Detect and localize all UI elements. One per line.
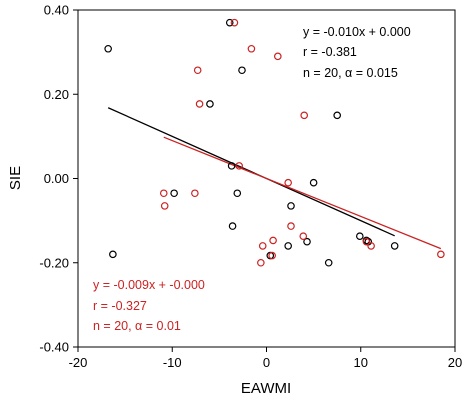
- black-data-point: [333, 111, 341, 120]
- red-data-point: [159, 189, 168, 198]
- black-data-point: [225, 18, 234, 27]
- x-tick-label: 0: [263, 355, 270, 370]
- black-data-point: [324, 258, 333, 267]
- black-data-point: [303, 237, 311, 246]
- data-points: [104, 18, 445, 267]
- red-data-point: [247, 44, 256, 53]
- red-data-point: [287, 222, 295, 230]
- black-data-point: [227, 162, 236, 170]
- regression-lines: [107, 107, 442, 250]
- black-fit-n-alpha: n = 20, α = 0.015: [303, 66, 398, 80]
- black-data-point: [228, 222, 237, 230]
- black-data-point: [109, 250, 117, 259]
- red-data-point: [367, 242, 375, 250]
- black-data-point: [287, 202, 295, 210]
- black-fit-r: r = -0.381: [303, 45, 357, 59]
- black-fit-annotation: y = -0.010x + 0.000 r = -0.381 n = 20, α…: [303, 25, 411, 80]
- x-tick-label: -10: [163, 355, 182, 370]
- red-fit-n-alpha: n = 20, α = 0.01: [93, 319, 181, 333]
- x-axis-label: EAWMI: [241, 380, 291, 397]
- red-data-point: [230, 18, 239, 27]
- x-tick-label: 10: [354, 355, 368, 370]
- y-tick-label: -0.20: [39, 255, 69, 270]
- black-data-point: [233, 189, 242, 198]
- red-fit-equation: y = -0.009x + -0.000: [93, 278, 205, 292]
- red-data-point: [300, 111, 309, 120]
- red-data-point: [160, 202, 169, 210]
- red-data-point: [268, 251, 276, 260]
- y-tick-label: 0.20: [44, 87, 69, 102]
- black-data-point: [206, 100, 214, 108]
- black-fit-equation: y = -0.010x + 0.000: [303, 25, 411, 39]
- black-data-point: [356, 232, 364, 241]
- red-data-point: [258, 242, 267, 250]
- red-regression-line: [163, 136, 442, 250]
- black-data-point: [104, 44, 112, 53]
- red-data-point: [195, 100, 204, 108]
- red-data-point: [362, 237, 371, 246]
- y-tick-label: 0.40: [44, 3, 69, 18]
- red-data-point: [191, 189, 199, 198]
- y-axis-ticks: -0.40 -0.20 0.00 0.20 0.40: [39, 3, 78, 355]
- black-data-point: [238, 66, 246, 75]
- red-data-point: [257, 258, 265, 267]
- red-data-point: [284, 178, 292, 187]
- red-data-point: [274, 52, 282, 61]
- black-data-point: [309, 178, 318, 187]
- black-data-point: [170, 189, 178, 198]
- y-tick-label: 0.00: [44, 171, 69, 186]
- red-fit-annotation: y = -0.009x + -0.000 r = -0.327 n = 20, …: [93, 278, 205, 333]
- y-tick-label: -0.40: [39, 340, 69, 355]
- red-data-point: [437, 250, 445, 259]
- red-data-point: [193, 66, 202, 75]
- x-tick-label: -20: [69, 355, 88, 370]
- red-data-point: [299, 232, 308, 241]
- red-data-point: [269, 236, 277, 245]
- x-axis-ticks: -20 -10 0 10 20: [69, 347, 462, 370]
- black-data-point: [284, 242, 292, 250]
- black-data-point: [390, 242, 399, 250]
- red-fit-r: r = -0.327: [93, 299, 147, 313]
- red-data-point: [235, 162, 243, 170]
- y-axis-label: SIE: [7, 166, 24, 190]
- x-tick-label: 20: [448, 355, 462, 370]
